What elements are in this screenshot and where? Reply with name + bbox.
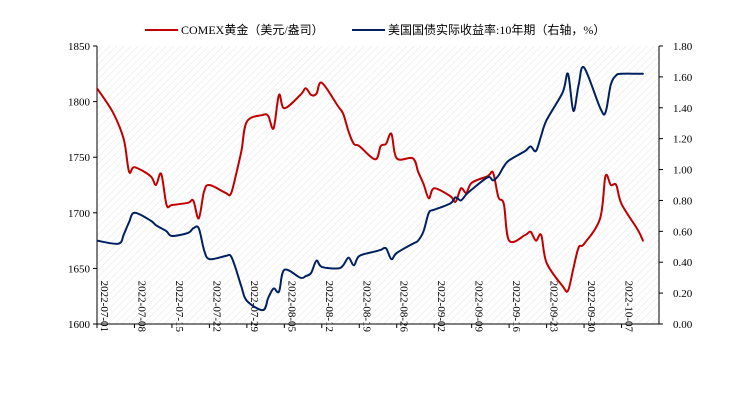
legend: COMEX黄金（美元/盎司） 美国国债实际收益率:10年期（右轴，%） xyxy=(145,22,605,37)
right-tick-label: 1.80 xyxy=(673,41,693,53)
x-tick-label: 2022-10-07 xyxy=(623,281,635,333)
right-tick-label: 0.60 xyxy=(673,226,693,238)
x-tick-label: 2022-07-15 xyxy=(173,281,185,333)
x-tick-label: 2022-09-23 xyxy=(548,281,560,333)
series-line-gold xyxy=(97,81,644,293)
left-axis: 1600 1650 1700 1750 1800 1850 xyxy=(68,41,98,331)
x-axis: 2022-07-01 2022-07-08 2022-07-15 2022-07-22… xyxy=(96,281,659,333)
x-tick-label: 2022-09-30 xyxy=(585,281,597,333)
right-tick-label: 1.40 xyxy=(673,103,693,115)
left-tick-label: 1700 xyxy=(68,208,91,220)
right-tick-label: 1.60 xyxy=(673,72,693,84)
x-tick-label: 2022-08-26 xyxy=(398,281,410,333)
legend-label-gold: COMEX黄金（美元/盎司） xyxy=(181,22,324,37)
x-tick-label: 2022-07-01 xyxy=(98,281,110,332)
left-tick-label: 1650 xyxy=(68,263,91,275)
left-tick-label: 1800 xyxy=(68,97,91,109)
right-axis: 0.00 0.20 0.40 0.60 0.80 1.00 1.20 1.40 1.60 1.80 xyxy=(658,41,693,331)
right-tick-label: 0.00 xyxy=(673,319,693,331)
plot-background xyxy=(97,46,659,324)
left-tick-label: 1600 xyxy=(68,319,91,331)
x-tick-label: 2022-08-19 xyxy=(360,281,372,333)
x-tick-label: 2022-09-16 xyxy=(510,281,522,333)
right-tick-label: 1.20 xyxy=(673,134,693,146)
x-tick-label: 2022-09-02 xyxy=(435,281,447,332)
series-line-yield xyxy=(97,65,644,312)
legend-label-yield: 美国国债实际收益率:10年期（右轴，%） xyxy=(388,22,605,37)
left-tick-label: 1750 xyxy=(68,152,91,164)
right-tick-label: 0.80 xyxy=(673,195,693,207)
series-layer xyxy=(97,65,644,312)
x-tick-label: 2022-08-05 xyxy=(285,281,297,333)
left-tick-label: 1850 xyxy=(68,41,91,53)
right-tick-label: 1.00 xyxy=(673,165,693,177)
x-tick-label: 2022-08-12 xyxy=(323,281,335,332)
x-tick-label: 2022-07-22 xyxy=(210,281,222,332)
x-tick-label: 2022-09-09 xyxy=(473,281,485,333)
right-tick-label: 0.40 xyxy=(673,257,693,269)
x-tick-label: 2022-07-08 xyxy=(135,281,147,333)
right-tick-label: 0.20 xyxy=(673,288,693,300)
